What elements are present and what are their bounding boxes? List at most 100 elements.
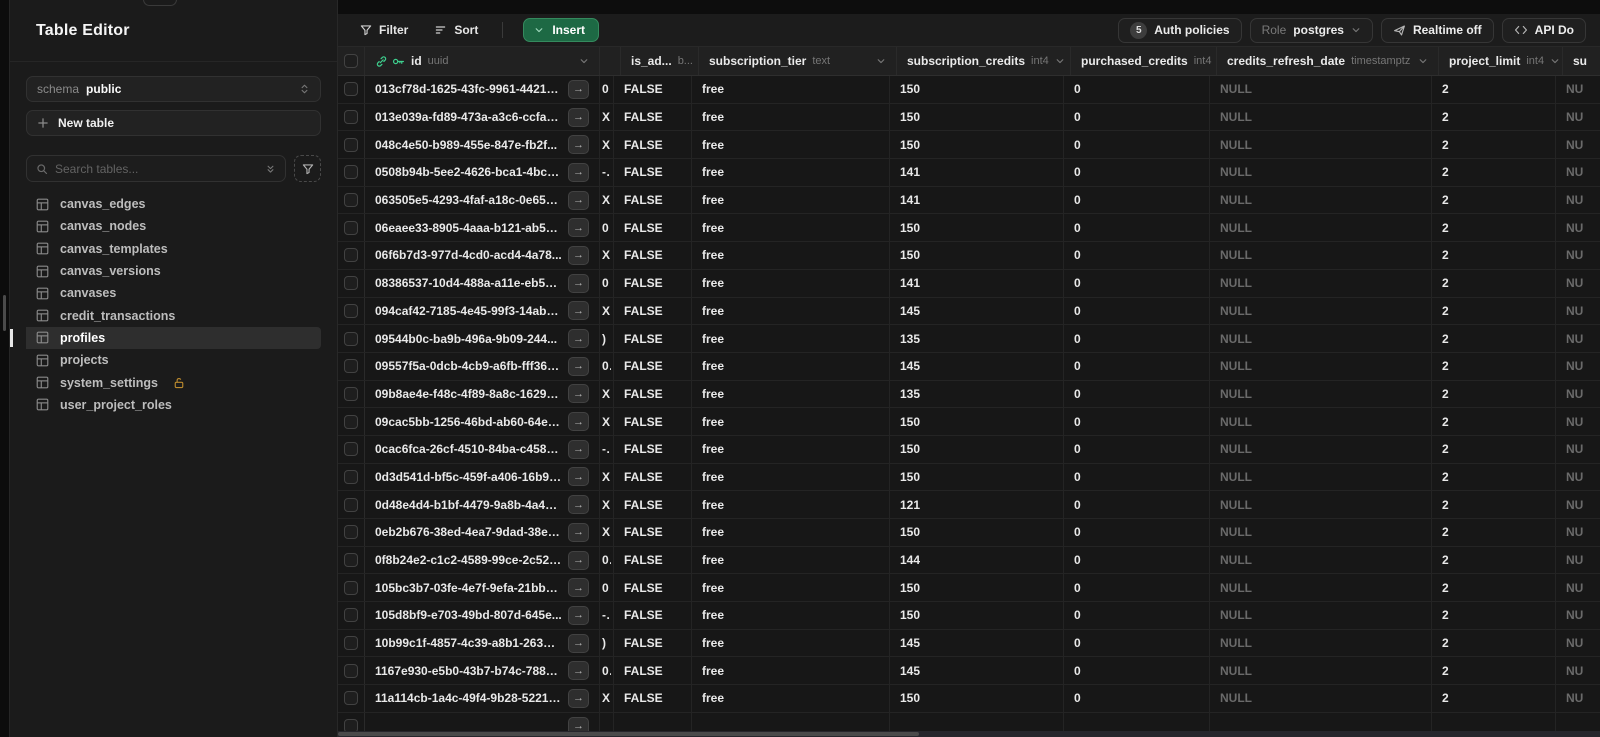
cell-fragment[interactable]: X [600, 186, 614, 214]
cell-is-admin[interactable]: FALSE [614, 602, 692, 629]
cell-id[interactable]: 063505e5-4293-4faf-a18c-0e65b... → [365, 186, 600, 214]
cell-is-admin[interactable]: FALSE [614, 352, 692, 380]
column-header[interactable]: is_ad... b... [621, 47, 699, 75]
cell-project-limit[interactable]: 2 [1432, 131, 1556, 159]
cell-credits-refresh-date[interactable]: NULL [1210, 242, 1432, 269]
cell-subscription-credits[interactable]: 150 [890, 408, 1064, 435]
cell-fragment[interactable]: X [600, 131, 614, 159]
cell-project-limit[interactable]: 2 [1432, 685, 1556, 712]
cell-fragment[interactable]: 0 [600, 269, 614, 297]
cell-project-limit[interactable]: 2 [1432, 491, 1556, 518]
row-checkbox[interactable] [344, 497, 358, 512]
cell-subscription-credits[interactable]: 144 [890, 546, 1064, 574]
cell-subscription-credits[interactable]: 141 [890, 186, 1064, 214]
cell-subscription-tier[interactable]: free [692, 103, 890, 131]
cell-project-limit[interactable]: 2 [1432, 325, 1556, 352]
row-checkbox[interactable] [344, 636, 358, 651]
cell-credits-refresh-date[interactable]: NULL [1210, 657, 1432, 685]
auth-policies-button[interactable]: 5 Auth policies [1118, 17, 1242, 43]
sidebar-table-item[interactable]: canvas_nodes [26, 215, 321, 237]
cell-is-admin[interactable]: FALSE [614, 546, 692, 574]
cell-subscription-tier[interactable]: free [692, 491, 890, 518]
cell-subscription-credits[interactable]: 150 [890, 435, 1064, 463]
realtime-button[interactable]: Realtime off [1380, 17, 1494, 43]
cell-purchased-credits[interactable]: 0 [1064, 491, 1210, 518]
cell-fragment[interactable]: 0 [600, 214, 614, 242]
cell-project-limit[interactable]: 2 [1432, 76, 1556, 103]
sidebar-table-item[interactable]: system_settings [26, 371, 321, 393]
cell-is-admin[interactable]: FALSE [614, 159, 692, 186]
cell-purchased-credits[interactable]: 0 [1064, 159, 1210, 186]
cell-project-limit[interactable]: 2 [1432, 574, 1556, 602]
cell-su[interactable]: NU [1566, 608, 1584, 623]
cell-fragment[interactable]: X [600, 103, 614, 131]
cell-credits-refresh-date[interactable]: NULL [1210, 76, 1432, 103]
cell-credits-refresh-date[interactable]: NULL [1210, 325, 1432, 352]
search-tables-input[interactable] [55, 161, 258, 176]
cell-project-limit[interactable]: 2 [1432, 463, 1556, 491]
cell-su[interactable]: NU [1566, 248, 1584, 263]
expand-row-button[interactable]: → [568, 384, 589, 404]
cell-project-limit[interactable]: 2 [1432, 629, 1556, 657]
cell-is-admin[interactable]: FALSE [614, 657, 692, 685]
cell-is-admin[interactable]: FALSE [614, 380, 692, 408]
cell-subscription-tier[interactable]: free [692, 186, 890, 214]
cell-project-limit[interactable] [1432, 712, 1556, 737]
cell-project-limit[interactable]: 2 [1432, 408, 1556, 435]
row-checkbox[interactable] [344, 525, 358, 540]
cell-is-admin[interactable]: FALSE [614, 325, 692, 352]
insert-button[interactable]: Insert [523, 18, 600, 42]
expand-row-button[interactable]: → [568, 218, 589, 238]
column-menu-chevron-icon[interactable] [579, 56, 589, 66]
cell-su[interactable]: NU [1566, 276, 1584, 291]
cell-id[interactable]: 013e039a-fd89-473a-a3c6-ccfa9... → [365, 103, 600, 131]
expand-row-button[interactable]: → [568, 661, 589, 681]
cell-fragment[interactable]: X [600, 491, 614, 518]
cell-su[interactable]: NU [1566, 497, 1584, 512]
cell-subscription-tier[interactable]: free [692, 408, 890, 435]
cell-fragment[interactable]: 0 [600, 574, 614, 602]
cell-id[interactable]: 0f8b24e2-c1c2-4589-99ce-2c52d... → [365, 546, 600, 574]
cell-project-limit[interactable]: 2 [1432, 214, 1556, 242]
cell-is-admin[interactable]: FALSE [614, 629, 692, 657]
cell-purchased-credits[interactable]: 0 [1064, 325, 1210, 352]
cell-su[interactable]: NU [1566, 525, 1584, 540]
cell-su[interactable]: NU [1566, 137, 1584, 152]
sidebar-table-item[interactable]: canvas_templates [26, 238, 321, 260]
cell-subscription-credits[interactable]: 141 [890, 159, 1064, 186]
cell-purchased-credits[interactable]: 0 [1064, 186, 1210, 214]
cell-project-limit[interactable]: 2 [1432, 242, 1556, 269]
horizontal-scrollbar-thumb[interactable] [338, 732, 919, 736]
cell-subscription-credits[interactable]: 135 [890, 325, 1064, 352]
cell-id[interactable]: 0cac6fca-26cf-4510-84ba-c4580... → [365, 435, 600, 463]
row-checkbox[interactable] [344, 580, 358, 595]
cell-purchased-credits[interactable]: 0 [1064, 103, 1210, 131]
cell-id[interactable]: 013cf78d-1625-43fc-9961-442189... → [365, 76, 600, 103]
cell-subscription-tier[interactable]: free [692, 546, 890, 574]
cell-subscription-credits[interactable]: 145 [890, 657, 1064, 685]
row-checkbox[interactable] [344, 553, 358, 568]
cell-subscription-credits[interactable]: 150 [890, 519, 1064, 546]
cell-subscription-credits[interactable]: 150 [890, 76, 1064, 103]
cell-credits-refresh-date[interactable]: NULL [1210, 408, 1432, 435]
sort-button[interactable]: Sort [426, 19, 486, 41]
cell-fragment[interactable]: 0 [600, 76, 614, 103]
cell-credits-refresh-date[interactable]: NULL [1210, 380, 1432, 408]
row-checkbox[interactable] [344, 663, 358, 678]
select-all-checkbox[interactable] [344, 54, 358, 68]
cell-fragment[interactable]: X [600, 519, 614, 546]
row-checkbox[interactable] [344, 414, 358, 429]
expand-row-button[interactable]: → [568, 412, 589, 432]
cell-id[interactable]: 094caf42-7185-4e45-99f3-14abee... → [365, 297, 600, 325]
cell-is-admin[interactable]: FALSE [614, 519, 692, 546]
column-header[interactable]: su [1563, 47, 1600, 75]
cell-is-admin[interactable]: FALSE [614, 408, 692, 435]
cell-credits-refresh-date[interactable]: NULL [1210, 629, 1432, 657]
expand-row-button[interactable]: → [568, 688, 589, 708]
cell-credits-refresh-date[interactable] [1210, 712, 1432, 737]
cell-credits-refresh-date[interactable]: NULL [1210, 103, 1432, 131]
cell-purchased-credits[interactable]: 0 [1064, 214, 1210, 242]
cell-is-admin[interactable]: FALSE [614, 269, 692, 297]
cell-subscription-credits[interactable]: 135 [890, 380, 1064, 408]
cell-id[interactable]: 09544b0c-ba9b-496a-9b09-244... → [365, 325, 600, 352]
